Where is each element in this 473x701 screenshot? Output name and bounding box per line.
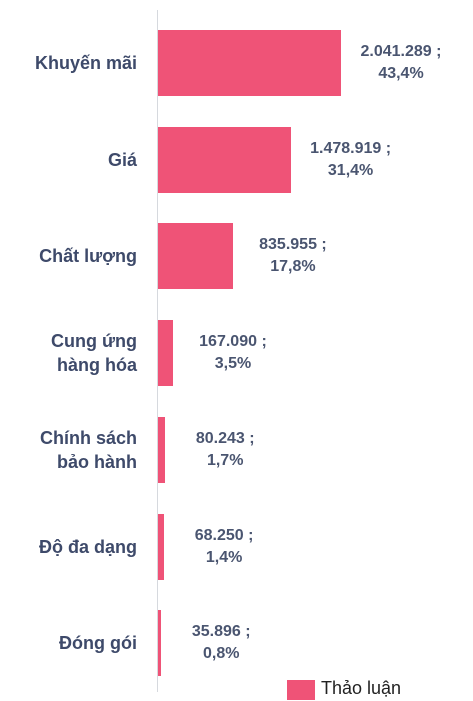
category-label: Chính sách bảo hành xyxy=(39,427,137,472)
legend-label: Thảo luận xyxy=(321,678,402,698)
bar xyxy=(158,513,165,580)
value-label: 167.090 ; 3,5% xyxy=(199,333,267,373)
value-label: 835.955 ; 17,8% xyxy=(259,236,327,276)
category-label: Chất lượng xyxy=(39,246,137,267)
bar xyxy=(158,610,162,677)
legend-swatch xyxy=(287,680,315,700)
value-label: 2.041.289 ; 43,4% xyxy=(360,43,442,82)
category-label: Đóng gói xyxy=(59,633,137,654)
bar xyxy=(158,416,166,483)
bar xyxy=(158,223,233,290)
bar xyxy=(158,30,341,96)
category-label: Độ đa dạng xyxy=(39,536,137,557)
category-label: Giá xyxy=(107,149,137,170)
value-label: 68.250 ; 1,4% xyxy=(194,526,254,566)
bar xyxy=(158,126,291,193)
category-label: Khuyến mãi xyxy=(34,53,137,73)
category-label: Cung ứng hàng hóa xyxy=(50,331,137,376)
value-label: 35.896 ; 0,8% xyxy=(191,623,251,663)
value-label: 80.243 ; 1,7% xyxy=(195,429,255,469)
bar xyxy=(158,320,173,387)
value-label: 1.478.919 ; 31,4% xyxy=(310,139,392,179)
axis-line xyxy=(157,10,158,692)
